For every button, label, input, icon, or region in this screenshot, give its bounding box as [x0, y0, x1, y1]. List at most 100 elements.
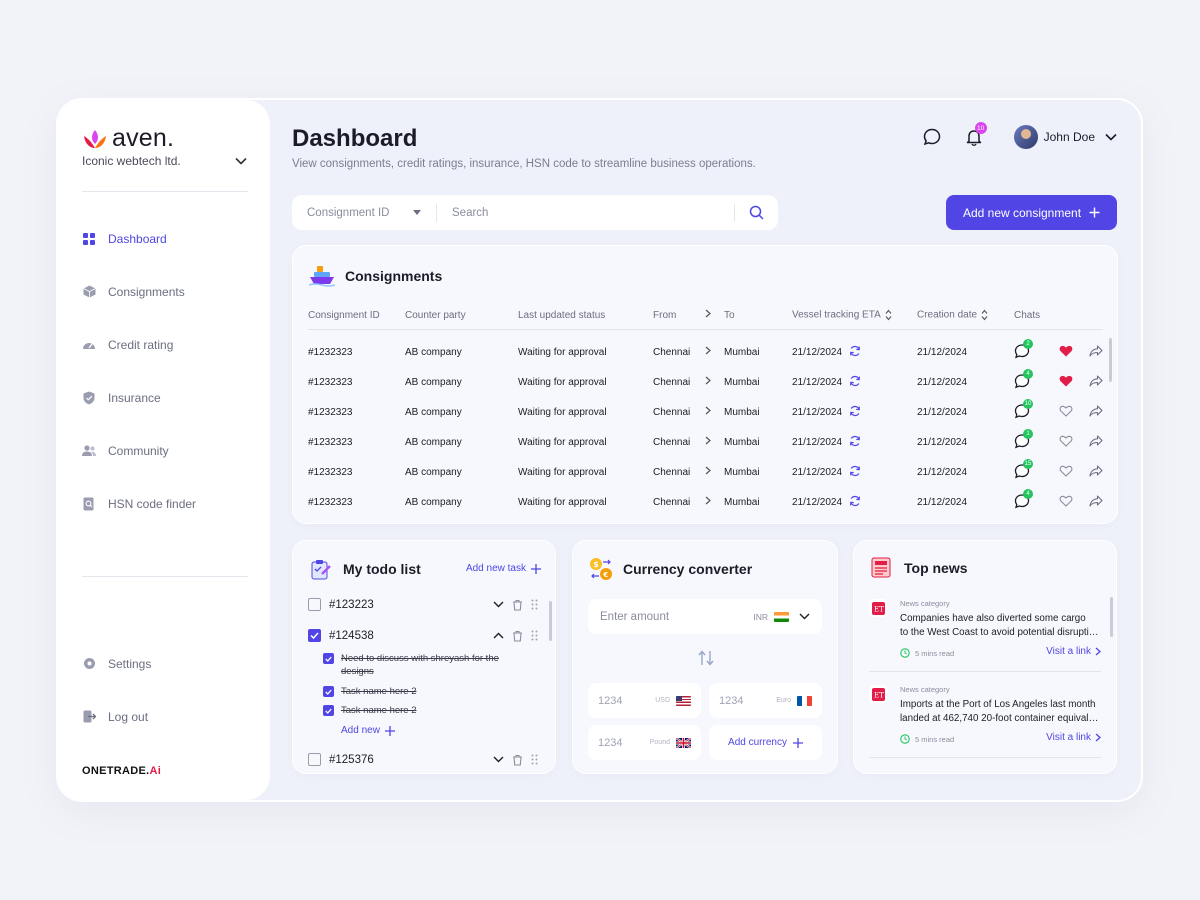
messages-button[interactable] — [920, 125, 944, 149]
chat-cell[interactable]: 4 — [1014, 487, 1059, 517]
search-button[interactable] — [734, 203, 778, 222]
todo-checkbox-checked[interactable] — [308, 629, 321, 642]
usd-amount-field[interactable]: 1234 USD — [588, 683, 701, 718]
check-icon — [325, 708, 332, 714]
chat-cell[interactable]: 1 — [1014, 427, 1059, 457]
add-consignment-label: Add new consignment — [962, 205, 1082, 220]
nav-item-settings[interactable]: Settings — [82, 637, 151, 690]
add-consignment-button[interactable]: Add new consignment — [946, 195, 1117, 230]
subtask-checkbox[interactable] — [323, 686, 334, 697]
todo-checkbox[interactable] — [308, 753, 321, 766]
column-header-created[interactable]: Creation date — [917, 302, 1014, 330]
share-icon[interactable] — [1089, 329, 1103, 367]
table-row[interactable]: #1232323 AB company Waiting for approval Ch… — [308, 329, 1103, 367]
todo-scrollbar[interactable] — [549, 601, 552, 641]
search-filter-select[interactable]: Consignment ID — [292, 203, 437, 222]
heart-icon[interactable] — [1059, 487, 1089, 517]
trash-icon[interactable] — [512, 630, 523, 642]
refresh-icon[interactable] — [849, 405, 861, 420]
refresh-icon[interactable] — [849, 375, 861, 390]
heart-icon[interactable] — [1059, 457, 1089, 487]
table-row[interactable]: #1232323 AB company Waiting for approval Ch… — [308, 397, 1103, 427]
share-icon[interactable] — [1089, 367, 1103, 397]
refresh-icon[interactable] — [849, 465, 861, 480]
nav-item-credit-rating[interactable]: Credit rating — [82, 318, 196, 371]
subtask-checkbox[interactable] — [323, 705, 334, 716]
chat-cell[interactable]: 4 — [1014, 367, 1059, 397]
chevron-down-icon[interactable] — [493, 756, 504, 763]
to-port: Mumbai — [724, 466, 760, 478]
todo-item[interactable]: #123223 — [308, 598, 538, 611]
table-row[interactable]: #1232323 AB company Waiting for approval Ch… — [308, 457, 1103, 487]
column-header-eta[interactable]: Vessel tracking ETA — [792, 302, 917, 330]
trash-icon[interactable] — [512, 599, 523, 611]
nav-item-hsn-code-finder[interactable]: HSN code finder — [82, 477, 196, 530]
pound-amount-field[interactable]: 1234 Pound — [588, 725, 701, 760]
refresh-icon[interactable] — [849, 345, 861, 360]
nav-item-dashboard[interactable]: Dashboard — [82, 212, 196, 265]
user-menu[interactable]: John Doe — [1013, 125, 1117, 149]
table-scrollbar[interactable] — [1109, 338, 1112, 382]
nav-item-insurance[interactable]: Insurance — [82, 371, 196, 424]
heart-filled-icon[interactable] — [1059, 367, 1089, 397]
news-headline[interactable]: Imports at the Port of Los Angeles last … — [900, 698, 1102, 725]
chat-cell[interactable]: 15 — [1014, 457, 1059, 487]
subtask-item[interactable]: Task name here 2 — [323, 685, 513, 698]
subtask-item[interactable]: Need to discuss with shreyash for the de… — [323, 652, 513, 678]
table-row[interactable]: #1232323 AB company Waiting for approval Ch… — [308, 487, 1103, 517]
notifications-button[interactable]: 10 — [962, 122, 987, 149]
share-icon[interactable] — [1089, 397, 1103, 427]
share-icon[interactable] — [1089, 457, 1103, 487]
nav-item-consignments[interactable]: Consignments — [82, 265, 196, 318]
read-time: 5 mins read — [915, 648, 955, 658]
euro-amount-field[interactable]: 1234 Euro — [709, 683, 822, 718]
todo-item[interactable]: #124538 — [308, 629, 538, 642]
chat-cell[interactable]: 2 — [1014, 329, 1059, 367]
consignment-id: #1232323 — [308, 496, 353, 508]
drag-handle-icon[interactable] — [531, 599, 538, 610]
chat-cell[interactable]: 10 — [1014, 397, 1059, 427]
chat-icon[interactable]: 4 — [1014, 368, 1033, 389]
add-subtask-button[interactable]: Add new — [341, 725, 395, 736]
base-currency-select[interactable]: INR — [753, 611, 810, 622]
chat-icon[interactable]: 4 — [1014, 488, 1033, 509]
heart-icon[interactable] — [1059, 397, 1089, 427]
from-port: Chennai — [653, 346, 691, 358]
subtask-item[interactable]: Task name here 2 — [323, 704, 513, 717]
todo-checkbox[interactable] — [308, 598, 321, 611]
uk-flag-icon — [676, 737, 691, 748]
table-row[interactable]: #1232323 AB company Waiting for approval Ch… — [308, 367, 1103, 397]
chevron-up-icon[interactable] — [493, 632, 504, 639]
brand-logo[interactable]: aven. — [82, 124, 174, 153]
search-input[interactable] — [437, 203, 734, 222]
trash-icon[interactable] — [512, 754, 523, 766]
share-icon[interactable] — [1089, 427, 1103, 457]
chat-icon[interactable]: 2 — [1014, 338, 1033, 359]
heart-icon[interactable] — [1059, 427, 1089, 457]
news-headline[interactable]: Companies have also diverted some cargo … — [900, 612, 1102, 639]
add-task-button[interactable]: Add new task — [466, 563, 541, 574]
add-currency-button[interactable]: Add currency — [709, 725, 822, 760]
swap-button[interactable] — [696, 649, 716, 672]
share-icon[interactable] — [1089, 487, 1103, 517]
refresh-icon[interactable] — [849, 495, 861, 510]
visit-link[interactable]: Visit a link — [1046, 732, 1101, 743]
table-row[interactable]: #1232323 AB company Waiting for approval Ch… — [308, 427, 1103, 457]
subtask-checkbox[interactable] — [323, 653, 334, 664]
visit-link[interactable]: Visit a link — [1046, 646, 1101, 657]
news-scrollbar[interactable] — [1110, 597, 1113, 637]
amount-input[interactable]: Enter amount INR — [588, 599, 822, 634]
creation-date: 21/12/2024 — [917, 466, 968, 478]
nav-item-logout[interactable]: Log out — [82, 690, 151, 743]
chat-icon[interactable]: 15 — [1014, 458, 1033, 479]
todo-item[interactable]: #125376 — [308, 753, 538, 766]
refresh-icon[interactable] — [849, 435, 861, 450]
chat-icon[interactable]: 10 — [1014, 398, 1033, 419]
drag-handle-icon[interactable] — [531, 754, 538, 765]
chevron-down-icon[interactable] — [493, 601, 504, 608]
nav-item-community[interactable]: Community — [82, 424, 196, 477]
heart-filled-icon[interactable] — [1059, 329, 1089, 367]
organization-selector[interactable]: Iconic webtech ltd. — [82, 154, 247, 168]
drag-handle-icon[interactable] — [531, 630, 538, 641]
chat-icon[interactable]: 1 — [1014, 428, 1033, 449]
